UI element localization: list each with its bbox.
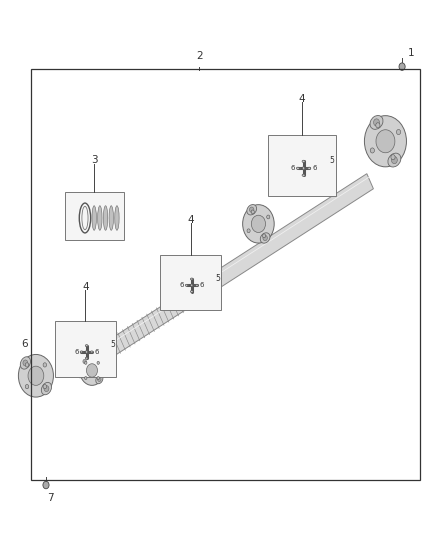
Ellipse shape: [91, 351, 93, 353]
Ellipse shape: [115, 206, 119, 230]
Circle shape: [43, 363, 46, 367]
Text: 4: 4: [187, 215, 194, 225]
Ellipse shape: [370, 116, 383, 130]
Ellipse shape: [191, 278, 193, 280]
Text: 1: 1: [407, 49, 414, 58]
Ellipse shape: [96, 375, 103, 384]
Circle shape: [376, 123, 380, 128]
Circle shape: [25, 363, 29, 367]
Ellipse shape: [196, 284, 198, 286]
Text: 4: 4: [82, 282, 89, 292]
Circle shape: [97, 376, 99, 379]
Circle shape: [364, 116, 406, 167]
Text: 6: 6: [21, 339, 28, 349]
Circle shape: [89, 351, 90, 352]
Text: 6: 6: [94, 349, 99, 355]
Circle shape: [392, 157, 397, 164]
Ellipse shape: [308, 167, 311, 169]
Circle shape: [302, 167, 305, 170]
Ellipse shape: [302, 160, 305, 163]
Circle shape: [25, 384, 29, 389]
Circle shape: [370, 148, 374, 153]
Ellipse shape: [297, 167, 299, 169]
Circle shape: [98, 377, 101, 382]
Circle shape: [85, 361, 87, 365]
Ellipse shape: [109, 206, 113, 230]
Circle shape: [251, 210, 254, 214]
Circle shape: [188, 285, 189, 286]
Circle shape: [85, 351, 88, 353]
Ellipse shape: [85, 357, 88, 359]
Ellipse shape: [80, 351, 83, 353]
Circle shape: [251, 215, 265, 232]
Circle shape: [376, 130, 395, 153]
Circle shape: [85, 376, 87, 379]
Text: 6: 6: [180, 282, 184, 288]
Circle shape: [194, 285, 195, 286]
Polygon shape: [74, 174, 373, 378]
Circle shape: [374, 119, 379, 126]
Circle shape: [263, 235, 267, 241]
Bar: [64, 192, 124, 240]
Text: 4: 4: [299, 94, 306, 104]
Ellipse shape: [388, 153, 401, 167]
Circle shape: [262, 234, 266, 238]
Circle shape: [83, 351, 84, 352]
Ellipse shape: [98, 206, 102, 230]
Ellipse shape: [260, 233, 270, 243]
Circle shape: [267, 215, 270, 219]
Ellipse shape: [41, 382, 52, 395]
Circle shape: [191, 284, 193, 287]
Circle shape: [396, 130, 401, 135]
Circle shape: [399, 63, 405, 70]
Circle shape: [97, 361, 99, 365]
Circle shape: [250, 207, 254, 213]
Circle shape: [23, 360, 28, 366]
Bar: [268, 134, 336, 196]
Text: 6: 6: [74, 349, 79, 355]
Text: 5: 5: [215, 273, 220, 282]
Bar: [55, 321, 116, 377]
Ellipse shape: [85, 345, 88, 346]
Ellipse shape: [302, 174, 305, 176]
Text: 7: 7: [47, 494, 54, 503]
Text: 5: 5: [110, 340, 115, 349]
Circle shape: [243, 205, 274, 243]
Circle shape: [28, 366, 44, 385]
Circle shape: [83, 359, 86, 364]
Bar: [160, 255, 221, 310]
Ellipse shape: [103, 206, 108, 230]
Circle shape: [80, 356, 104, 385]
Text: 2: 2: [196, 51, 203, 61]
Circle shape: [391, 155, 395, 160]
Ellipse shape: [185, 284, 188, 286]
Circle shape: [86, 364, 98, 377]
Ellipse shape: [81, 357, 88, 366]
Ellipse shape: [20, 357, 31, 369]
Text: 6: 6: [312, 165, 317, 171]
Circle shape: [44, 385, 49, 392]
Circle shape: [247, 229, 250, 233]
Text: 6: 6: [199, 282, 204, 288]
Text: 3: 3: [91, 155, 98, 165]
Circle shape: [43, 384, 46, 389]
Bar: [31, 69, 420, 480]
Circle shape: [43, 481, 49, 489]
Ellipse shape: [247, 205, 257, 215]
Circle shape: [18, 354, 53, 397]
Text: 6: 6: [290, 165, 295, 171]
Text: 5: 5: [330, 156, 335, 165]
Ellipse shape: [191, 290, 193, 293]
Ellipse shape: [92, 206, 96, 230]
